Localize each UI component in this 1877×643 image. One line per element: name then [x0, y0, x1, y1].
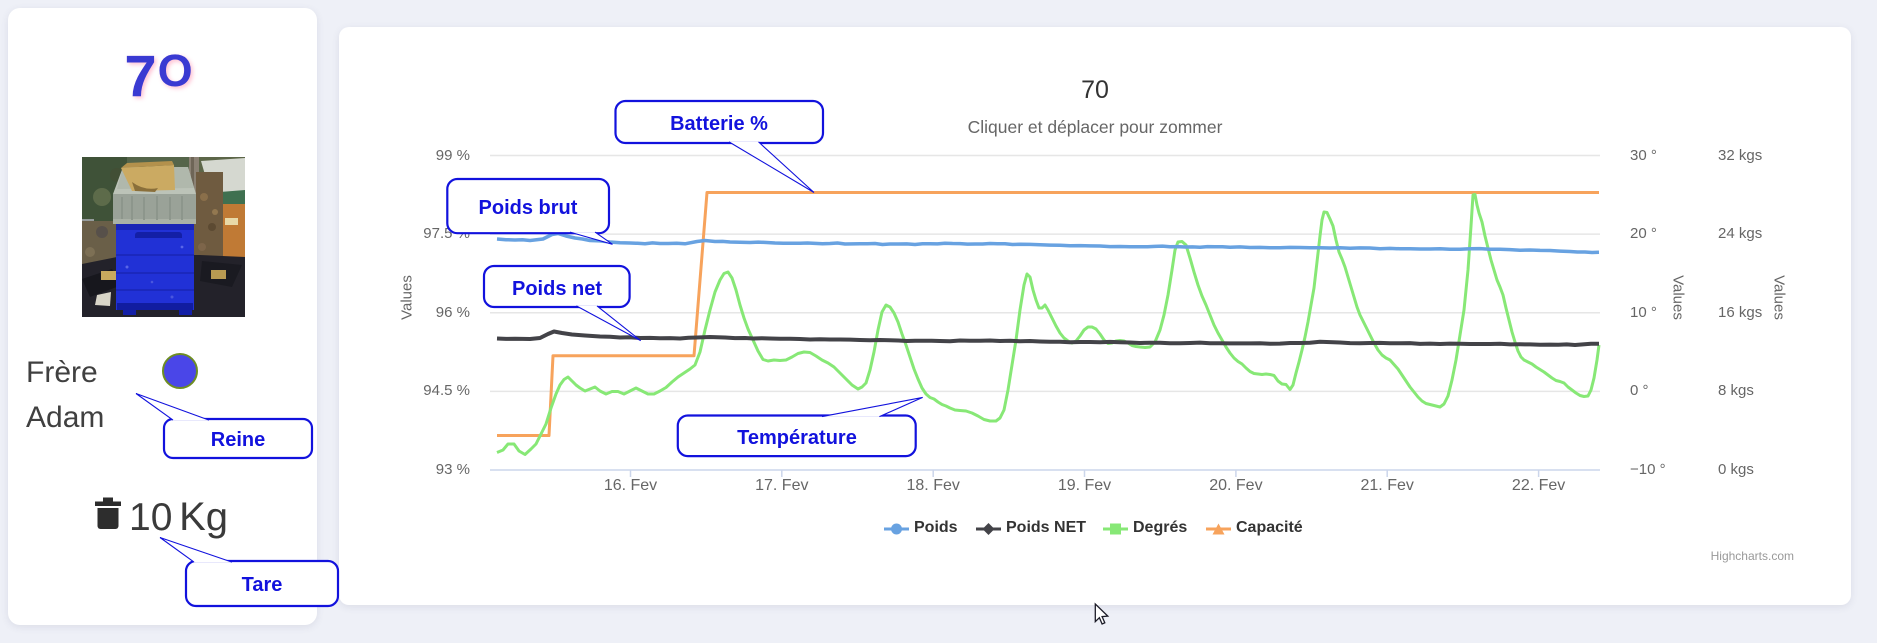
svg-text:Reine: Reine — [211, 429, 265, 451]
svg-text:Poids brut: Poids brut — [479, 197, 578, 219]
svg-text:Température: Température — [737, 427, 857, 449]
svg-text:Tare: Tare — [242, 574, 283, 596]
svg-text:Poids net: Poids net — [512, 278, 602, 300]
svg-text:Batterie %: Batterie % — [670, 113, 768, 135]
